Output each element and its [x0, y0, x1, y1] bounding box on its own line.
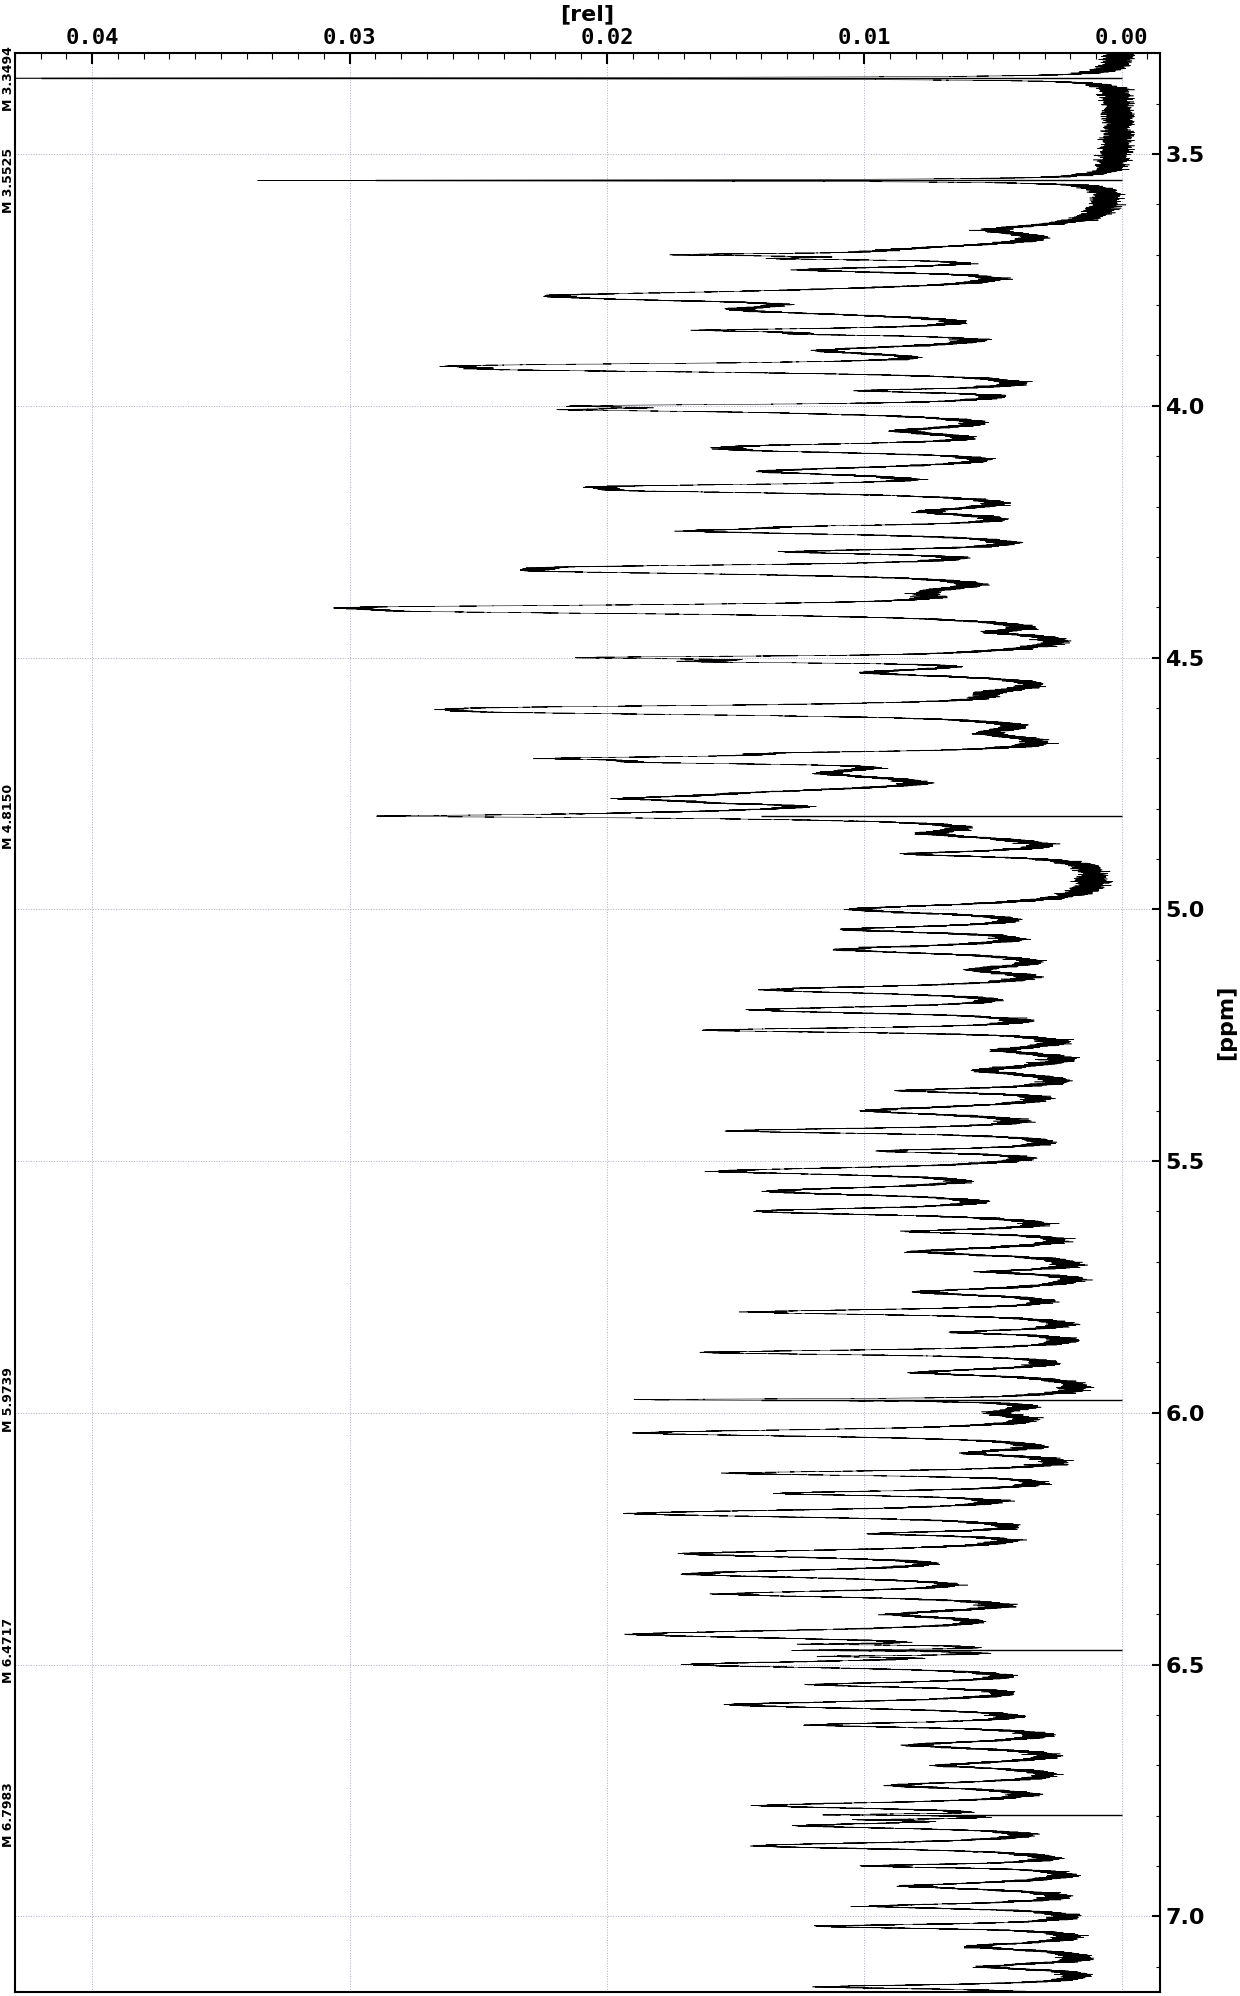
Text: M 6.7983: M 6.7983 — [2, 1782, 15, 1846]
X-axis label: [rel]: [rel] — [560, 4, 615, 24]
Text: M 3.3494: M 3.3494 — [2, 46, 15, 110]
Y-axis label: [ppm]: [ppm] — [1216, 984, 1236, 1060]
Text: M 4.8150: M 4.8150 — [2, 784, 15, 848]
Text: M 6.4717: M 6.4717 — [2, 1617, 15, 1683]
Text: M 5.9739: M 5.9739 — [2, 1367, 15, 1431]
Text: M 3.5525: M 3.5525 — [2, 148, 15, 214]
